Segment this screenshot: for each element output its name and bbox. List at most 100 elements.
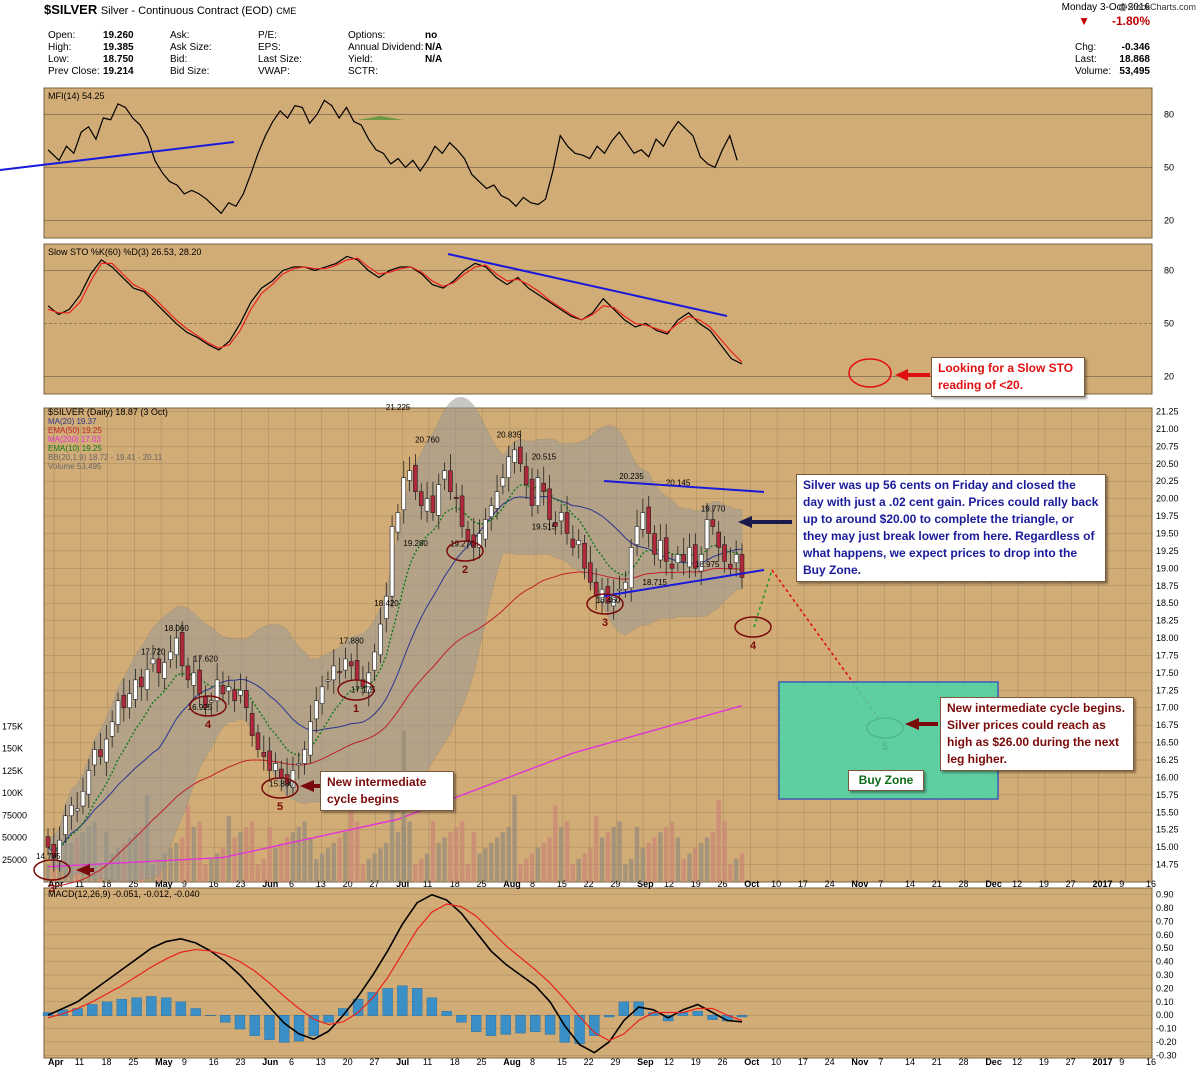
macd-histogram-bar [441, 1010, 452, 1016]
macd-tick-label: 0.20 [1156, 983, 1174, 993]
arrow-left-icon [895, 369, 930, 381]
macd-x-axis-label: 13 [316, 1057, 326, 1067]
x-axis-label: 26 [718, 879, 728, 889]
macd-x-axis-label: 19 [1039, 1057, 1049, 1067]
volume-bar [494, 837, 500, 882]
price-label: 19.515 [532, 522, 557, 531]
sto-trendline [447, 253, 728, 317]
stat-key: Volume: [1075, 66, 1112, 77]
cycle-ellipse [261, 777, 299, 799]
price-tick-label: 15.50 [1156, 807, 1179, 817]
x-axis-label: 7 [878, 879, 883, 889]
macd-x-axis-label: 24 [825, 1057, 835, 1067]
volume-tick-label: 100K [2, 788, 23, 798]
volume-bar [314, 858, 319, 882]
candle-body [582, 542, 587, 569]
volume-bar [728, 864, 733, 882]
candle-body [558, 512, 564, 522]
volume-bar [652, 837, 657, 882]
macd-x-axis-label: 25 [476, 1057, 486, 1067]
volume-bar [698, 842, 704, 882]
volume-bar [471, 832, 476, 882]
volume-bar [454, 826, 459, 882]
x-axis-label: 17 [798, 879, 808, 889]
cycle-label: 2 [462, 564, 468, 576]
candle-body [278, 768, 284, 778]
candle-body [267, 750, 272, 771]
volume-bar [255, 864, 261, 882]
stat-value: 18.868 [1119, 54, 1150, 65]
change-pct: ▼ -1.80% [1078, 14, 1150, 28]
macd-histogram-bar [382, 988, 393, 1016]
volume-bar [529, 853, 535, 882]
x-axis-label: 20 [343, 879, 353, 889]
candle-body [675, 554, 681, 564]
macd-histogram-bar [279, 1015, 290, 1043]
candle-body [477, 533, 482, 548]
candle-body [663, 537, 669, 562]
volume-bar [599, 837, 605, 882]
cycle-label: 4 [205, 719, 212, 731]
x-axis-label: 19 [691, 879, 701, 889]
quote-value: N/A [425, 54, 443, 65]
volume-bar [302, 821, 307, 882]
macd-x-axis-label: 25 [128, 1057, 138, 1067]
candle-body [541, 482, 547, 492]
projection-down [771, 569, 881, 721]
candle-body [86, 770, 92, 795]
price-tick-label: 17.50 [1156, 668, 1179, 678]
macd-histogram-bar [736, 1015, 748, 1018]
volume-bar [710, 832, 716, 882]
next-cycle-callout: New intermediate cycle begins. Silver pr… [940, 697, 1134, 771]
x-axis-label: 11 [423, 879, 432, 889]
macd-x-axis-label: 21 [932, 1057, 942, 1067]
candle-body [343, 658, 348, 671]
candle-body [109, 721, 115, 737]
price-label: 20.760 [415, 436, 440, 445]
sto-tick-label: 50 [1164, 318, 1174, 328]
price-legend-item: MA(200) 17.03 [48, 435, 101, 444]
price-label: 17.620 [193, 655, 218, 664]
volume-bar [512, 794, 517, 882]
candle-body [174, 637, 179, 656]
macd-histogram-bar [308, 1015, 319, 1036]
price-tick-label: 21.25 [1156, 406, 1179, 416]
volume-bar [547, 837, 552, 882]
macd-x-axis-label: 9 [182, 1057, 187, 1067]
macd-histogram-bar [42, 1012, 54, 1016]
price-tick-label: 21.00 [1156, 424, 1179, 434]
candle-body [325, 679, 331, 682]
volume-tick-label: 175K [2, 721, 23, 731]
x-axis-label: 12 [664, 879, 674, 889]
volume-bar [594, 816, 599, 882]
candle-body [640, 512, 646, 530]
candle-body [733, 554, 739, 564]
x-axis-label: 25 [476, 879, 486, 889]
triangle-lower-trendline [603, 569, 765, 597]
x-axis-label: 16 [1146, 879, 1156, 889]
x-axis-label: 27 [369, 879, 379, 889]
candle-body [197, 669, 202, 695]
x-axis-label: 27 [1066, 879, 1076, 889]
macd-histogram-bar [160, 997, 172, 1016]
volume-bar [337, 837, 342, 882]
sto-line-d [47, 257, 743, 363]
volume-bar [360, 864, 366, 882]
candle-body [337, 671, 342, 674]
x-axis-label: 14 [905, 879, 915, 889]
candle-body [220, 685, 226, 695]
price-label: 19.280 [403, 539, 428, 548]
candle-body [547, 488, 552, 520]
volume-bar [284, 837, 290, 882]
price-tick-label: 16.50 [1156, 738, 1179, 748]
price-tick-label: 15.00 [1156, 842, 1179, 852]
price-label: 19.270 [450, 540, 475, 549]
price-tick-label: 16.25 [1156, 755, 1179, 765]
volume-bar [570, 864, 576, 882]
macd-x-axis-label: 17 [798, 1057, 808, 1067]
macd-histogram-bar [618, 1001, 630, 1016]
candle-body [98, 749, 103, 757]
macd-x-axis-label: 11 [75, 1057, 84, 1067]
candle-body [395, 512, 401, 533]
cycle-ellipse [33, 859, 71, 881]
